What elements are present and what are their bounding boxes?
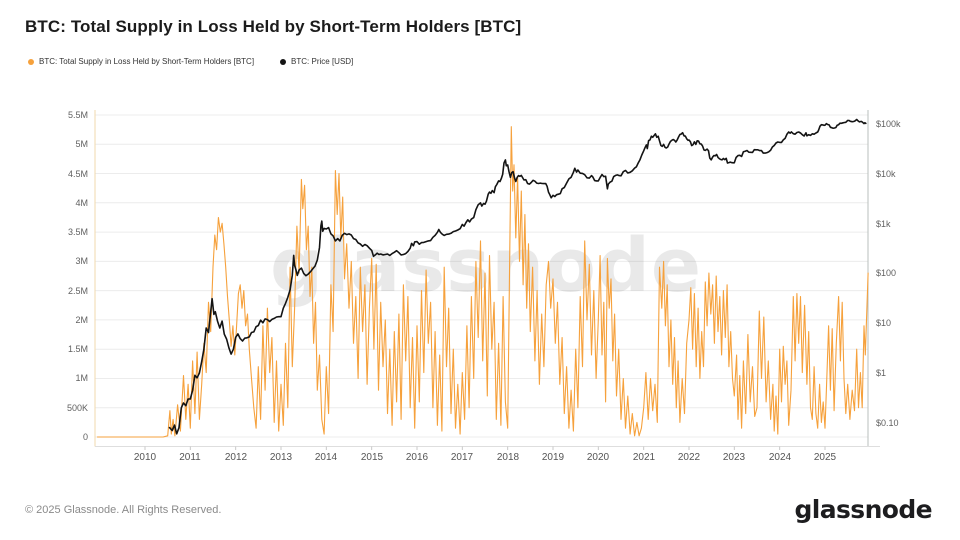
page-title: BTC: Total Supply in Loss Held by Short-… xyxy=(25,17,522,36)
glassnode-logo: glassnode xyxy=(794,495,932,524)
legend-dot-icon xyxy=(280,58,287,65)
legend-dot-icon xyxy=(28,58,34,65)
copyright-text: © 2025 Glassnode. All Rights Reserved. xyxy=(25,504,222,516)
btc-price-line[interactable] xyxy=(168,118,867,435)
legend: BTC: Total Supply in Loss Held by Short-… xyxy=(28,57,353,66)
supply-in-loss-line[interactable] xyxy=(96,126,869,438)
legend-item-price[interactable]: BTC: Price [USD] xyxy=(280,57,353,66)
legend-label: BTC: Total Supply in Loss Held by Short-… xyxy=(39,57,255,66)
legend-label: BTC: Price [USD] xyxy=(291,57,354,66)
legend-item-supply-in-loss[interactable]: BTC: Total Supply in Loss Held by Short-… xyxy=(28,57,254,66)
